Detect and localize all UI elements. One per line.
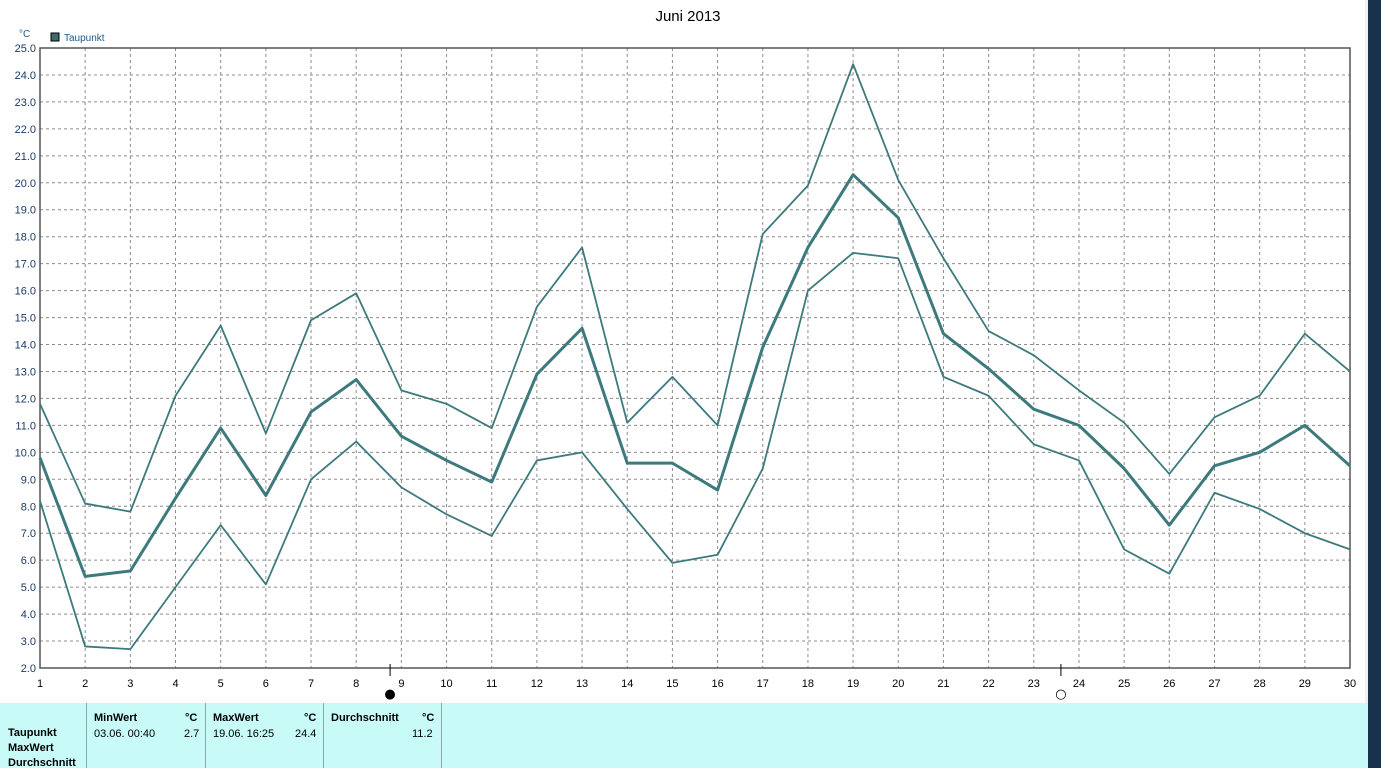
stats-col-end: [441, 703, 443, 768]
y-tick-label: 18.0: [15, 232, 36, 244]
y-tick-label: 4.0: [21, 609, 36, 621]
x-tick-label: 27: [1208, 678, 1220, 690]
y-axis: 2.0 3.0 4.0 5.0 6.0 7.0 8.0 9.0 10.0 11.0 12.0 13.0…: [15, 43, 36, 675]
x-tick-label: 16: [711, 678, 723, 690]
row-label-durchschnitt: Durchschnitt: [8, 757, 76, 769]
chart: Juni 2013 °C Taupunkt 2.0 3.0 4.0 5.0 6.0 7.0…: [15, 8, 1357, 702]
y-tick-label: 25.0: [15, 43, 36, 55]
y-tick-label: 19.0: [15, 205, 36, 217]
x-tick-label: 3: [127, 678, 133, 690]
y-tick-label: 21.0: [15, 151, 36, 163]
x-tick-label: 17: [757, 678, 769, 690]
row-label-maxwert: MaxWert: [8, 742, 54, 754]
y-tick-label: 8.0: [21, 501, 36, 513]
x-tick-label: 11: [486, 678, 497, 690]
min-header: MinWert: [94, 712, 138, 724]
x-tick-label: 12: [531, 678, 543, 690]
avg-unit: °C: [422, 712, 435, 724]
series-layer: [38, 63, 1352, 651]
max-value: 24.4: [295, 728, 317, 740]
y-tick-label: 15.0: [15, 313, 36, 325]
y-tick-label: 6.0: [21, 555, 36, 567]
y-tick-label: 23.0: [15, 97, 36, 109]
series-line-mean: [38, 173, 1352, 578]
series-line-min: [39, 251, 1351, 651]
y-tick-label: 13.0: [15, 366, 36, 378]
chart-title: Juni 2013: [655, 8, 720, 25]
x-tick-label: 24: [1073, 678, 1085, 690]
y-tick-label: 11.0: [15, 420, 36, 432]
row-label-taupunkt: Taupunkt: [8, 727, 57, 739]
y-unit-label: °C: [19, 29, 30, 40]
y-tick-label: 10.0: [15, 447, 36, 459]
min-value: 2.7: [184, 728, 200, 740]
plot-frame: [39, 47, 1351, 669]
x-tick-label: 7: [308, 678, 314, 690]
y-tick-label: 20.0: [15, 178, 36, 190]
x-tick-label: 9: [398, 678, 404, 690]
moon-phase-icon: ○: [1055, 687, 1066, 702]
x-tick-label: 20: [892, 678, 904, 690]
avg-value: 11.2: [412, 728, 433, 740]
scrollbar-edge: [1365, 0, 1368, 703]
y-tick-label: 7.0: [21, 528, 36, 540]
x-tick-label: 23: [1028, 678, 1040, 690]
x-tick-label: 30: [1344, 678, 1356, 690]
moon-markers: ● ○: [384, 664, 1067, 702]
x-tick-label: 19: [847, 678, 859, 690]
x-tick-label: 5: [218, 678, 224, 690]
y-tick-label: 2.0: [21, 663, 36, 675]
y-tick-label: 22.0: [15, 124, 36, 136]
x-tick-label: 10: [440, 678, 452, 690]
y-tick-label: 14.0: [15, 340, 36, 352]
x-tick-label: 15: [666, 678, 678, 690]
stats-row-labels: Taupunkt MaxWert Durchschnitt: [0, 703, 86, 769]
max-header: MaxWert: [213, 712, 259, 724]
x-tick-label: 18: [802, 678, 814, 690]
x-tick-label: 14: [621, 678, 633, 690]
x-tick-label: 29: [1299, 678, 1311, 690]
moon-phase-icon: ●: [384, 687, 395, 702]
x-axis: 1 2 3 4 5 6 7 8 9 10 11 12 13 14 15 16 17 18 19 20 21 22 23 24 2…: [37, 678, 1356, 690]
x-tick-label: 13: [576, 678, 588, 690]
y-tick-label: 24.0: [15, 70, 36, 82]
x-tick-label: 28: [1254, 678, 1266, 690]
stats-panel: Taupunkt MaxWert Durchschnitt MinWert °C…: [0, 703, 1368, 769]
y-tick-label: 5.0: [21, 582, 36, 594]
x-tick-label: 22: [982, 678, 994, 690]
y-tick-label: 12.0: [15, 393, 36, 405]
y-tick-label: 3.0: [21, 636, 36, 648]
grid: [39, 47, 1351, 669]
y-tick-label: 17.0: [15, 259, 36, 271]
x-tick-label: 25: [1118, 678, 1130, 690]
legend-swatch: [50, 32, 60, 42]
max-when: 19.06. 16:25: [213, 728, 275, 740]
x-tick-label: 6: [263, 678, 269, 690]
stats-col-avg: Durchschnitt °C 11.2: [323, 703, 441, 768]
stats-col-max: MaxWert °C 19.06. 16:25 24.4: [205, 703, 323, 768]
x-tick-label: 8: [353, 678, 359, 690]
y-tick-label: 16.0: [15, 286, 36, 298]
max-unit: °C: [304, 712, 317, 724]
min-unit: °C: [185, 712, 198, 724]
min-when: 03.06. 00:40: [94, 728, 156, 740]
x-tick-label: 21: [937, 678, 949, 690]
y-tick-label: 9.0: [21, 474, 36, 486]
x-tick-label: 26: [1163, 678, 1175, 690]
x-tick-label: 4: [172, 678, 178, 690]
avg-header: Durchschnitt: [331, 712, 399, 724]
x-tick-label: 1: [37, 678, 43, 690]
x-tick-label: 2: [82, 678, 88, 690]
window-edge: [1368, 0, 1381, 768]
stats-col-min: MinWert °C 03.06. 00:40 2.7: [86, 703, 205, 768]
series-line-max: [39, 63, 1351, 513]
legend-label: Taupunkt: [64, 33, 105, 44]
